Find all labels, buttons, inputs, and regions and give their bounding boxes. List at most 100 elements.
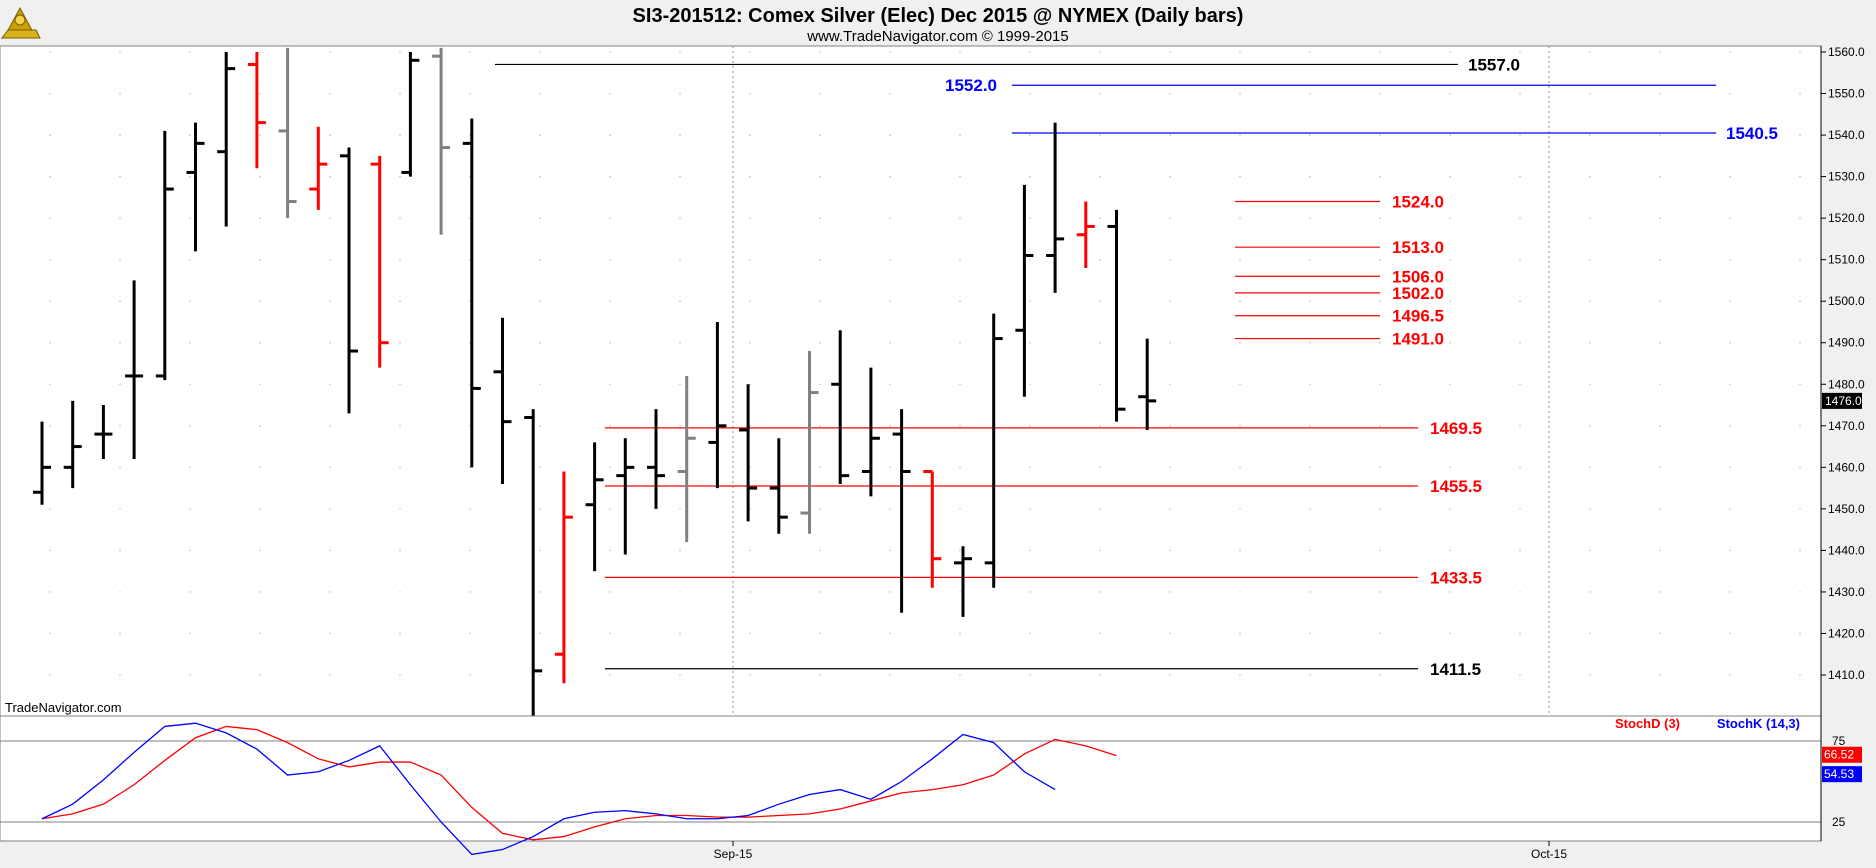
grid-dot bbox=[1169, 175, 1171, 178]
ohlc-bar bbox=[585, 442, 604, 572]
grid-dot bbox=[959, 383, 961, 386]
ohlc-bar bbox=[493, 317, 512, 484]
grid-dot bbox=[119, 341, 121, 344]
ohlc-bar bbox=[1138, 338, 1157, 430]
grid-dot bbox=[189, 134, 191, 136]
ohlc-bar bbox=[1015, 184, 1034, 397]
grid-dot bbox=[819, 674, 821, 676]
grid-dot bbox=[819, 425, 821, 427]
y-tick-label: 1540.0 bbox=[1828, 128, 1865, 142]
grid-dot bbox=[1239, 632, 1241, 635]
grid-dot bbox=[1799, 341, 1801, 344]
grid-dot bbox=[1799, 632, 1801, 635]
grid-dot bbox=[609, 383, 611, 386]
grid-dot bbox=[1379, 508, 1381, 510]
stochd-last-label: 66.52 bbox=[1824, 748, 1854, 762]
grid-dot bbox=[1099, 632, 1101, 635]
grid-dot bbox=[49, 217, 51, 219]
grid-dot bbox=[1589, 51, 1591, 53]
x-tick-label: Sep-15 bbox=[714, 847, 753, 861]
grid-dot bbox=[259, 591, 261, 593]
grid-dot bbox=[49, 591, 51, 593]
grid-dot bbox=[469, 508, 471, 510]
grid-dot bbox=[539, 175, 541, 178]
grid-dot bbox=[1239, 508, 1241, 510]
grid-dot bbox=[1099, 674, 1101, 676]
grid-dot bbox=[1659, 175, 1661, 178]
grid-dot bbox=[189, 300, 191, 303]
ohlc-bar bbox=[831, 330, 850, 484]
ohlc-bar bbox=[462, 118, 481, 468]
chart-subtitle: www.TradeNavigator.com © 1999-2015 bbox=[806, 28, 1068, 45]
ohlc-bar bbox=[432, 47, 451, 235]
level-label: 1496.5 bbox=[1392, 307, 1444, 326]
grid-dot bbox=[1099, 134, 1101, 136]
grid-dot bbox=[399, 383, 401, 386]
grid-dot bbox=[1169, 217, 1171, 219]
y-tick-label: 1520.0 bbox=[1828, 211, 1865, 225]
grid-dot bbox=[1239, 258, 1241, 261]
grid-dot bbox=[189, 466, 191, 469]
ohlc-bar bbox=[340, 147, 358, 414]
grid-dot bbox=[1659, 591, 1661, 593]
grid-dot bbox=[119, 591, 121, 593]
grid-dot bbox=[679, 175, 681, 178]
grid-dot bbox=[1029, 92, 1031, 95]
grid-dot bbox=[1589, 217, 1591, 219]
ohlc-bar bbox=[677, 375, 696, 543]
ohlc-bar bbox=[309, 126, 328, 210]
grid-dot bbox=[399, 425, 401, 427]
grid-dot bbox=[1449, 508, 1451, 510]
grid-dot bbox=[119, 425, 121, 427]
ohlc-bar bbox=[401, 52, 420, 177]
grid-dot bbox=[889, 425, 891, 427]
grid-dot bbox=[399, 632, 401, 635]
grid-dot bbox=[1659, 632, 1661, 635]
stochk-tag bbox=[1822, 766, 1862, 783]
grid-dot bbox=[259, 300, 261, 303]
ohlc-bar bbox=[769, 438, 788, 534]
grid-dot bbox=[469, 549, 471, 552]
grid-dot bbox=[959, 258, 961, 261]
grid-dot bbox=[1169, 508, 1171, 510]
grid-dot bbox=[1729, 300, 1731, 303]
grid-dot bbox=[1379, 341, 1381, 344]
grid-dot bbox=[1029, 508, 1031, 510]
grid-dot bbox=[609, 341, 611, 344]
grid-dot bbox=[1729, 508, 1731, 510]
grid-dot bbox=[329, 258, 331, 261]
grid-dot bbox=[819, 632, 821, 635]
grid-dot bbox=[749, 51, 751, 53]
grid-dot bbox=[399, 674, 401, 676]
grid-dot bbox=[679, 258, 681, 261]
grid-dot bbox=[1239, 300, 1241, 303]
ohlc-bar bbox=[278, 47, 297, 219]
grid-dot bbox=[1729, 674, 1731, 676]
grid-dot bbox=[1449, 466, 1451, 469]
grid-dot bbox=[1589, 591, 1591, 593]
grid-dot bbox=[1729, 134, 1731, 136]
ohlc-bar bbox=[554, 471, 573, 684]
grid-dot bbox=[1589, 258, 1591, 261]
level-label: 1411.5 bbox=[1430, 660, 1481, 679]
grid-dot bbox=[119, 92, 121, 95]
grid-dot bbox=[1729, 341, 1731, 344]
level-label: 1524.0 bbox=[1392, 193, 1444, 212]
grid-dot bbox=[1659, 674, 1661, 676]
grid-dot bbox=[609, 92, 611, 95]
grid-dot bbox=[49, 632, 51, 635]
grid-dot bbox=[259, 341, 261, 344]
grid-dot bbox=[609, 51, 611, 53]
grid-dot bbox=[399, 466, 401, 469]
grid-dot bbox=[1099, 217, 1101, 219]
grid-dot bbox=[119, 549, 121, 552]
grid-dot bbox=[609, 134, 611, 136]
y-tick-label: 1410.0 bbox=[1828, 668, 1865, 682]
grid-dot bbox=[189, 341, 191, 344]
level-label: 1455.5 bbox=[1430, 477, 1482, 496]
grid-dot bbox=[1239, 383, 1241, 386]
grid-dot bbox=[1029, 300, 1031, 303]
grid-dot bbox=[679, 632, 681, 635]
